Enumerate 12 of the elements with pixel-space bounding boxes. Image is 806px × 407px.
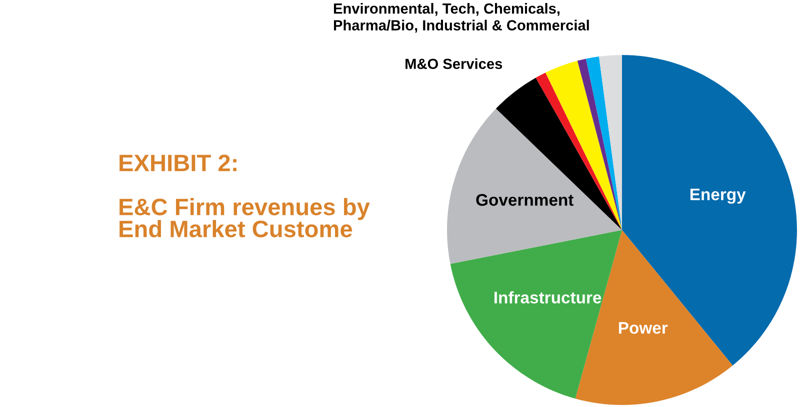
- slice-label: Government: [476, 194, 574, 206]
- pie-slice: [586, 56, 622, 230]
- slice-label: Power: [619, 322, 668, 334]
- slice-label: M&O Services: [406, 58, 502, 70]
- pie-slice: [598, 55, 622, 230]
- slice-label: Energy: [690, 188, 746, 204]
- text: E&C Firm revenues by End Market Custome: [120, 198, 370, 238]
- text: EXHIBIT 2:: [120, 154, 236, 172]
- pie-slice: [577, 58, 622, 230]
- text: Environmental, Tech, Chemicals, Pharma/Bio, Industrial & Commercial: [334, 3, 589, 33]
- pie-slice: [447, 108, 622, 264]
- slice-label: Infrastructure: [494, 291, 602, 304]
